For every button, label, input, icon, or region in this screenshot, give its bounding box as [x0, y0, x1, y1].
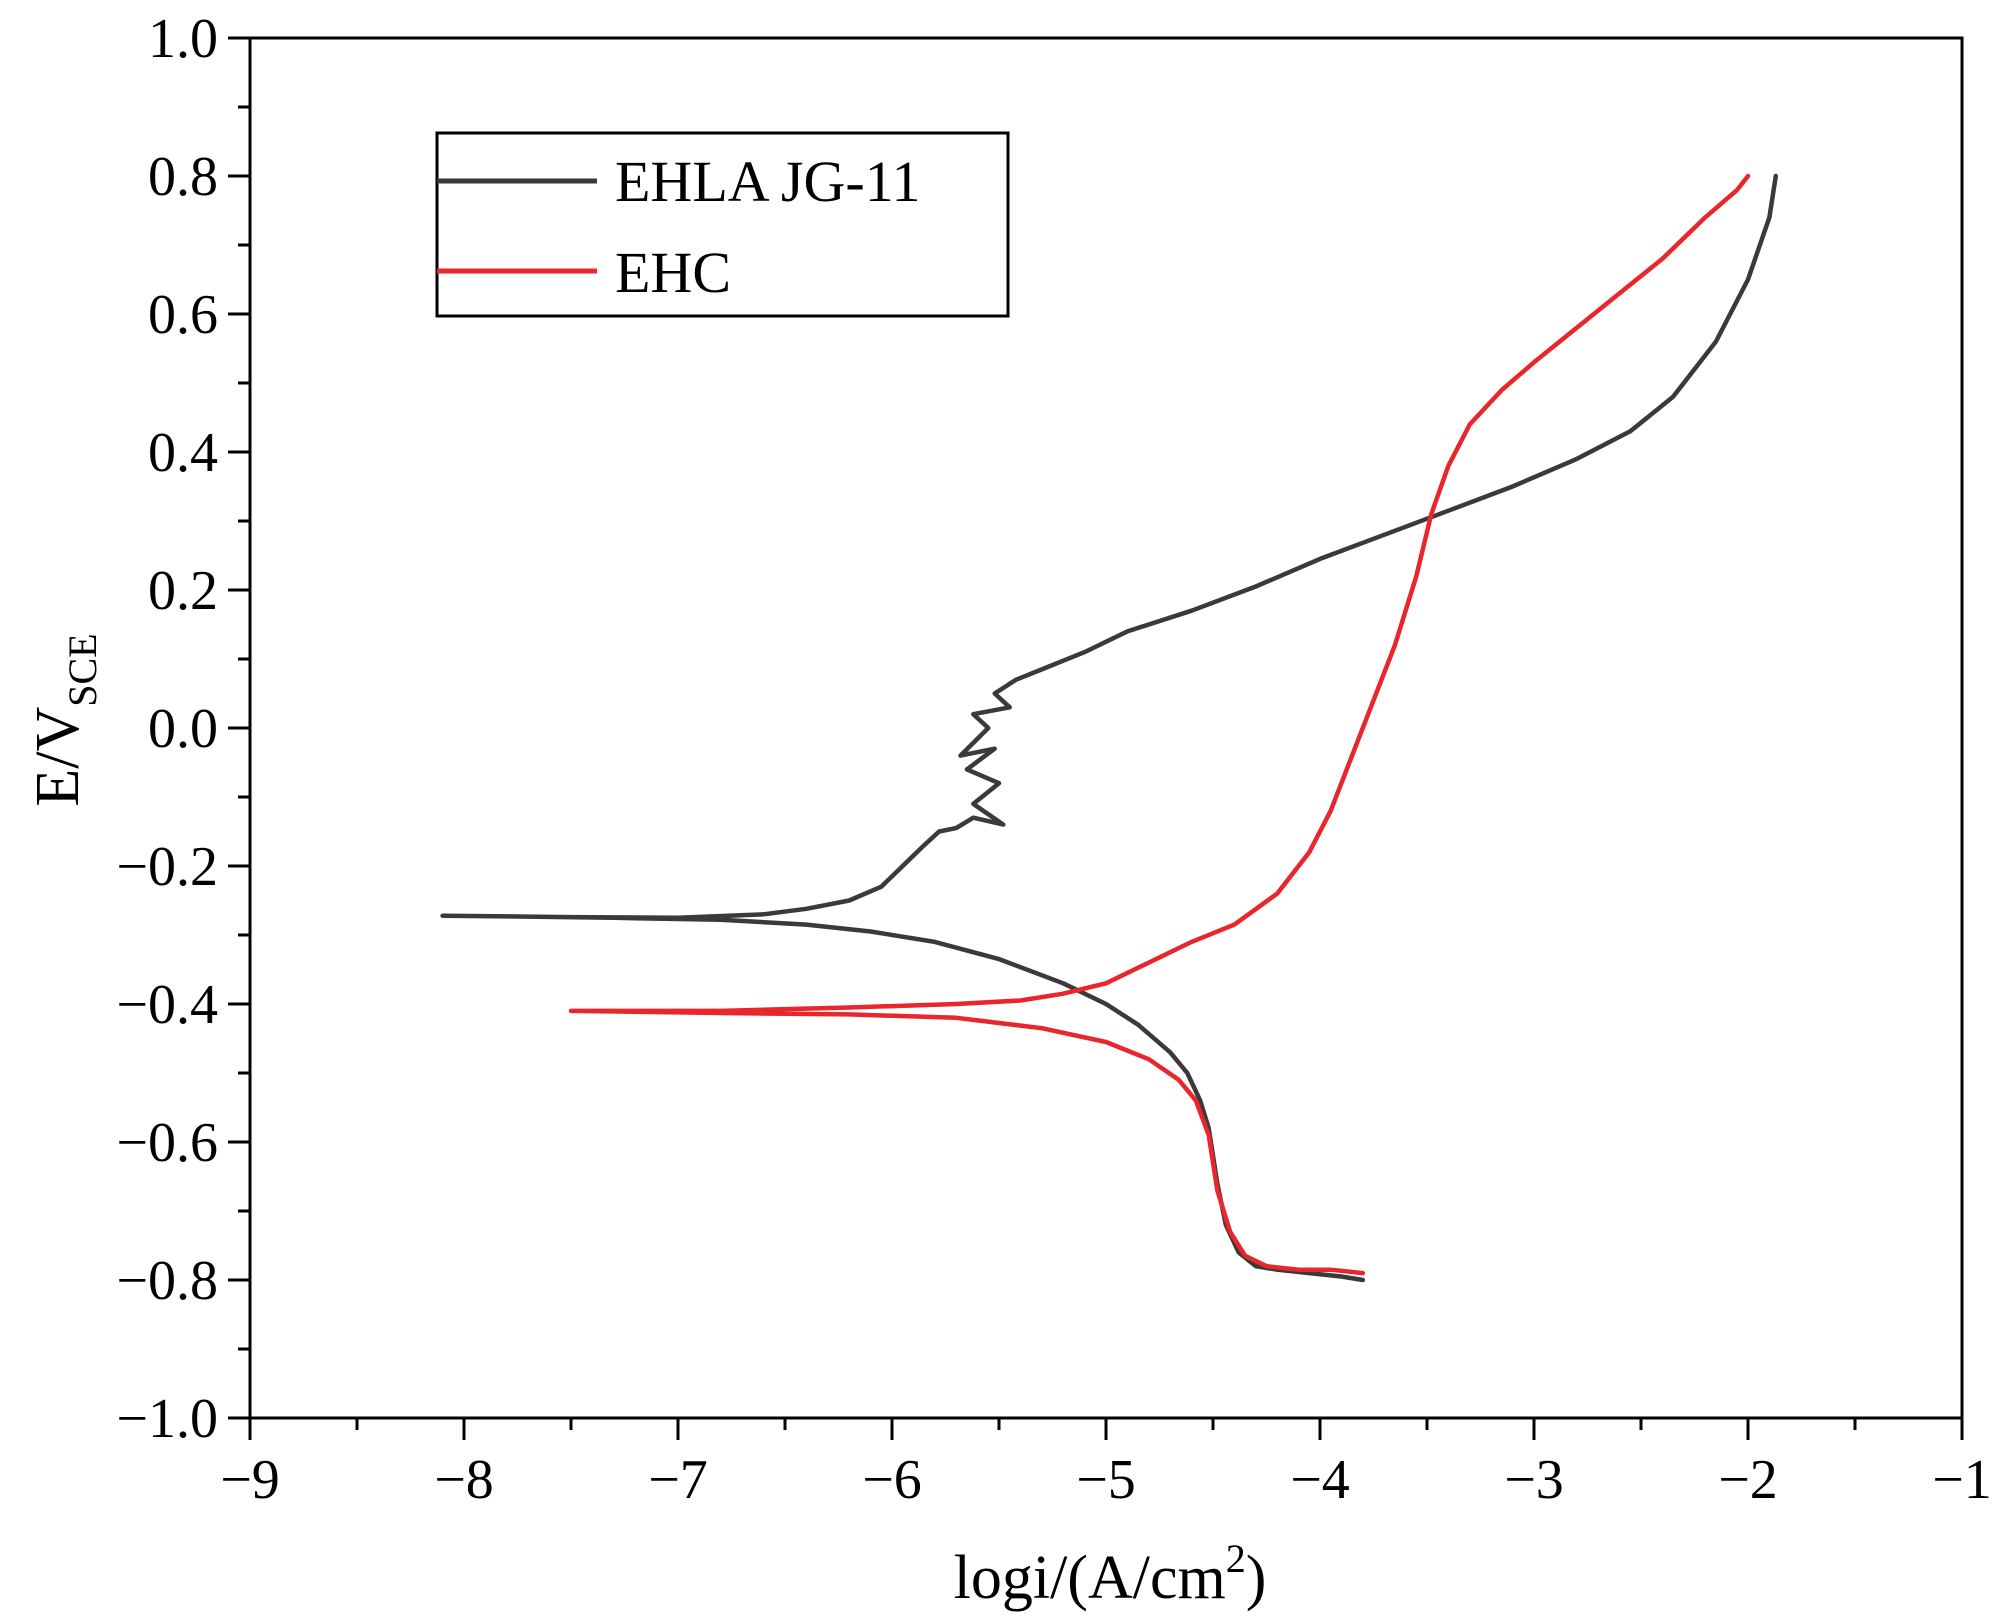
- y-tick-label: 0.2: [148, 560, 218, 622]
- y-tick-labels: 1.0 0.8 0.6 0.4 0.2 0.0 −0.2 −0.4 −0.6 −0.8 −1.0: [116, 8, 218, 1450]
- y-tick-label: −0.8: [116, 1250, 218, 1312]
- x-tick-label: −5: [1076, 1449, 1136, 1511]
- x-tick-labels: −9 −8 −7 −6 −5 −4 −3 −2 −1: [220, 1449, 1992, 1511]
- y-tick-label: 0.8: [148, 146, 218, 208]
- x-tick-label: −1: [1932, 1449, 1992, 1511]
- y-tick-label: 0.6: [148, 284, 218, 346]
- y-tick-label: −0.2: [116, 836, 218, 898]
- x-tick-label: −4: [1290, 1449, 1350, 1511]
- series-lines: [440, 173, 1779, 1283]
- y-tick-label: −1.0: [116, 1388, 218, 1450]
- y-axis-title: E/VSCE: [24, 633, 105, 806]
- axis-ticks: [228, 36, 1964, 1440]
- y-tick-label: 1.0: [148, 8, 218, 70]
- legend-label-ehla-jg-11: EHLA JG-11: [615, 149, 921, 214]
- legend-box: [435, 131, 1010, 318]
- legend: EHLA JG-11 EHC: [435, 131, 1010, 318]
- y-tick-label: 0.0: [148, 698, 218, 760]
- x-tick-label: −8: [434, 1449, 494, 1511]
- y-axis-title-subscript: SCE: [60, 633, 105, 706]
- y-tick-label: −0.4: [116, 974, 218, 1036]
- x-tick-label: −7: [648, 1449, 708, 1511]
- x-axis-title-superscript: 2: [1226, 1536, 1246, 1581]
- legend-label-ehc: EHC: [615, 240, 731, 305]
- series-line-ehc: [568, 173, 1751, 1276]
- y-tick-label: 0.4: [148, 422, 218, 484]
- series-line-ehla-jg-11: [440, 173, 1779, 1283]
- x-tick-label: −3: [1504, 1449, 1564, 1511]
- x-axis-title: logi/(A/cm2): [954, 1536, 1267, 1612]
- x-tick-label: −2: [1718, 1449, 1778, 1511]
- x-tick-label: −6: [862, 1449, 922, 1511]
- x-tick-label: −9: [220, 1449, 280, 1511]
- y-tick-label: −0.6: [116, 1112, 218, 1174]
